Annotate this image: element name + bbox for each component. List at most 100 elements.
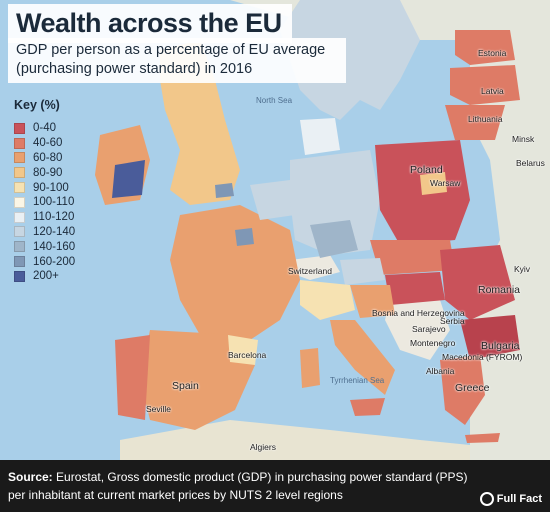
legend-swatch bbox=[14, 270, 25, 282]
crete-region bbox=[465, 433, 500, 443]
label-bulgaria: Bulgaria bbox=[481, 340, 520, 352]
source-text: Eurostat, Gross domestic product (GDP) i… bbox=[8, 470, 468, 502]
legend-label: 120-140 bbox=[33, 225, 76, 238]
benelux-region bbox=[250, 180, 295, 220]
label-warsaw: Warsaw bbox=[430, 178, 461, 188]
label-tyrrhenian-sea: Tyrrhenian Sea bbox=[330, 376, 385, 385]
legend: Key (%) 0-40 40-60 60-80 80-90 90-100 100-110… bbox=[14, 98, 114, 284]
title-box: Wealth across the EU bbox=[8, 4, 292, 43]
hungary-region bbox=[385, 272, 445, 305]
legend-title: Key (%) bbox=[14, 98, 60, 112]
croatia-slovenia-region bbox=[350, 285, 395, 318]
legend-item: 110-120 bbox=[14, 210, 114, 225]
north-africa bbox=[120, 420, 470, 460]
legend-label: 90-100 bbox=[33, 181, 69, 194]
legend-label: 160-200 bbox=[33, 255, 76, 268]
warsaw-region bbox=[420, 172, 447, 195]
legend-swatch bbox=[14, 241, 25, 253]
label-seville: Seville bbox=[146, 404, 172, 414]
legend-swatch bbox=[14, 137, 25, 149]
paris-region bbox=[235, 228, 254, 246]
legend-label: 110-120 bbox=[33, 211, 75, 224]
legend-item: 100-110 bbox=[14, 195, 114, 210]
legend-items: 0-40 40-60 60-80 80-90 90-100 100-110 110-120 1… bbox=[14, 121, 114, 284]
label-kyiv: Kyiv bbox=[514, 264, 531, 274]
czech-slovakia-region bbox=[370, 240, 455, 275]
germany-south-region bbox=[310, 220, 358, 258]
label-romania: Romania bbox=[478, 284, 521, 296]
label-barcelona: Barcelona bbox=[228, 350, 267, 360]
label-lithuania: Lithuania bbox=[468, 114, 503, 124]
legend-swatch bbox=[14, 211, 25, 223]
subtitle-box: GDP per person as a percentage of EU ave… bbox=[8, 38, 346, 83]
legend-label: 0-40 bbox=[33, 122, 57, 135]
greece-region bbox=[440, 355, 485, 425]
label-serbia: Serbia bbox=[440, 316, 465, 326]
latvia-region bbox=[450, 65, 520, 105]
legend-label: 140-160 bbox=[33, 240, 76, 253]
legend-item: 160-200 bbox=[14, 254, 114, 269]
catalonia-region bbox=[228, 335, 258, 365]
legend-swatch bbox=[14, 152, 25, 164]
balkans-noneu bbox=[385, 300, 450, 360]
label-albania: Albania bbox=[426, 366, 455, 376]
label-minsk: Minsk bbox=[512, 134, 535, 144]
label-switzerland: Switzerland bbox=[288, 266, 332, 276]
label-greece: Greece bbox=[455, 382, 490, 394]
scandinavia bbox=[280, 0, 420, 120]
legend-item: 90-100 bbox=[14, 180, 114, 195]
france-region bbox=[170, 205, 300, 340]
sicily-region bbox=[350, 398, 385, 416]
brand-logo: Full Fact bbox=[479, 492, 542, 506]
legend-item: 140-160 bbox=[14, 239, 114, 254]
label-belarus: Belarus bbox=[516, 158, 545, 168]
italy-south-region bbox=[330, 320, 395, 395]
legend-item: 60-80 bbox=[14, 151, 114, 166]
denmark-region bbox=[300, 118, 340, 155]
romania-region bbox=[440, 245, 515, 320]
austria-region bbox=[340, 258, 385, 285]
switzerland-land bbox=[288, 255, 340, 280]
legend-item: 200+ bbox=[14, 269, 114, 284]
estonia-region bbox=[455, 30, 515, 65]
legend-item: 40-60 bbox=[14, 136, 114, 151]
bulgaria-region bbox=[460, 315, 520, 360]
label-spain: Spain bbox=[172, 380, 199, 392]
sardinia-region bbox=[300, 348, 320, 388]
legend-swatch bbox=[14, 182, 25, 194]
legend-item: 0-40 bbox=[14, 121, 114, 136]
page-subtitle: GDP per person as a percentage of EU ave… bbox=[16, 42, 326, 77]
legend-item: 80-90 bbox=[14, 165, 114, 180]
source-label: Source: bbox=[8, 470, 53, 484]
legend-label: 100-110 bbox=[33, 196, 75, 209]
portugal-region bbox=[115, 335, 150, 420]
legend-label: 60-80 bbox=[33, 151, 63, 164]
brand-mark-icon bbox=[479, 492, 494, 506]
page-title: Wealth across the EU bbox=[16, 8, 282, 38]
ireland-south-region bbox=[112, 160, 145, 198]
spain-region bbox=[140, 330, 255, 430]
legend-label: 80-90 bbox=[33, 166, 63, 179]
label-poland: Poland bbox=[410, 164, 443, 176]
label-montenegro: Montenegro bbox=[410, 338, 456, 348]
label-north-sea: North Sea bbox=[256, 96, 293, 105]
legend-swatch bbox=[14, 167, 25, 179]
footer: Source: Eurostat, Gross domestic product… bbox=[0, 460, 550, 512]
legend-item: 120-140 bbox=[14, 225, 114, 240]
london-region bbox=[215, 183, 234, 198]
italy-north-region bbox=[300, 280, 355, 320]
lithuania-region bbox=[445, 105, 505, 140]
legend-label: 40-60 bbox=[33, 137, 63, 150]
label-bosnia: Bosnia and Herzegovina bbox=[372, 308, 465, 318]
legend-swatch bbox=[14, 256, 25, 268]
label-sarajevo: Sarajevo bbox=[412, 324, 446, 334]
label-algiers: Algiers bbox=[250, 442, 276, 452]
legend-swatch bbox=[14, 196, 25, 208]
label-latvia: Latvia bbox=[481, 86, 504, 96]
label-estonia: Estonia bbox=[478, 48, 507, 58]
legend-swatch bbox=[14, 122, 25, 134]
legend-label: 200+ bbox=[33, 270, 59, 283]
legend-swatch bbox=[14, 226, 25, 238]
source-note: Source: Eurostat, Gross domestic product… bbox=[8, 468, 478, 504]
label-macedonia: Macedonia (FYROM) bbox=[442, 352, 523, 362]
